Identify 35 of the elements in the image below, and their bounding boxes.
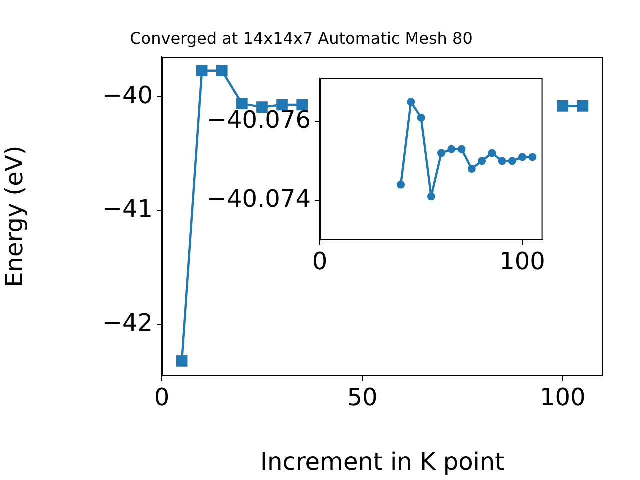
x-axis-title: Increment in K point	[260, 448, 505, 476]
x-tick-label: 100	[500, 248, 546, 276]
point	[236, 98, 248, 110]
point	[427, 192, 436, 201]
y-tick-label: −40	[102, 81, 153, 110]
point	[528, 153, 537, 162]
point	[196, 65, 208, 77]
point	[518, 153, 527, 162]
point	[176, 356, 188, 367]
point	[276, 99, 288, 111]
point	[557, 100, 569, 112]
point	[478, 157, 486, 166]
point	[488, 149, 496, 158]
x-tick-label: 50	[347, 384, 378, 412]
point	[448, 145, 456, 154]
x-tick-label: 100	[540, 384, 586, 412]
y-tick-label: −40.076	[206, 106, 311, 134]
y-axis-title: Energy (eV)	[0, 146, 29, 288]
point	[468, 165, 476, 174]
point	[508, 157, 516, 166]
point	[577, 100, 589, 112]
y-tick-label: −42	[102, 309, 153, 337]
point	[417, 114, 426, 122]
point	[296, 99, 308, 111]
y-tick-label: −40.074	[206, 184, 311, 213]
point	[397, 180, 406, 189]
chart-title: Converged at 14x14x7 Automatic Mesh 80	[130, 28, 473, 48]
point	[458, 145, 466, 154]
point	[498, 157, 506, 166]
point	[438, 149, 446, 158]
point	[407, 98, 416, 106]
x-tick-label: 0	[312, 248, 328, 276]
y-tick-label: −41	[102, 195, 153, 224]
point	[216, 65, 228, 77]
x-tick-label: 0	[154, 384, 170, 412]
